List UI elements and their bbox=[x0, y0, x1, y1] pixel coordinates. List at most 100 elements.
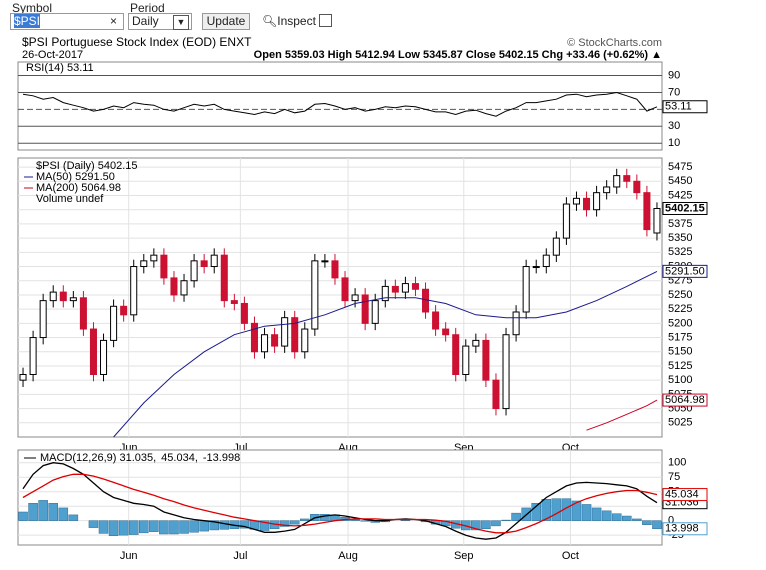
candle-body bbox=[633, 180, 641, 194]
candle-body bbox=[542, 254, 550, 268]
candle-body bbox=[140, 260, 148, 268]
histogram-bar bbox=[279, 520, 290, 527]
legend-entry: MA(50) 5291.50 bbox=[36, 171, 115, 183]
candle-body bbox=[130, 266, 138, 316]
candle-body bbox=[59, 291, 67, 302]
histogram-bar bbox=[159, 520, 169, 535]
x-tick-label: Jul bbox=[233, 550, 247, 562]
candle-body bbox=[281, 317, 289, 347]
candle-body bbox=[653, 207, 661, 234]
panel bbox=[17, 157, 663, 438]
histogram-bar bbox=[632, 518, 642, 521]
y-tick-label: 10 bbox=[668, 137, 680, 149]
candle-body bbox=[422, 288, 430, 313]
y-tick-label: 70 bbox=[668, 86, 680, 98]
x-tick-label: Sep bbox=[454, 550, 474, 562]
last-value-label: 13.998 bbox=[665, 523, 699, 535]
candle-body bbox=[291, 317, 299, 353]
candle-body bbox=[432, 311, 440, 330]
period-select[interactable]: Daily ▼ bbox=[128, 13, 192, 30]
histogram-bar bbox=[622, 515, 632, 521]
legend-entry: MA(200) 5064.98 bbox=[36, 182, 121, 194]
select-arrow: ▼ bbox=[173, 15, 189, 30]
candle-body bbox=[442, 328, 450, 336]
legend-entry: MACD(12,26,9) 31.035, bbox=[40, 452, 156, 464]
histogram-bar bbox=[400, 519, 411, 521]
candle-body bbox=[180, 280, 188, 296]
x-tick-label: Oct bbox=[562, 550, 579, 562]
histogram-bar bbox=[481, 520, 491, 530]
candle-body bbox=[250, 322, 258, 353]
inspect-label: Inspect bbox=[277, 14, 316, 28]
inspect-checkbox[interactable] bbox=[318, 14, 332, 27]
last-value-box bbox=[662, 393, 708, 407]
candle-body bbox=[552, 237, 560, 256]
candle-body bbox=[79, 297, 87, 330]
candle-body bbox=[230, 300, 238, 304]
histogram-bar bbox=[239, 520, 250, 529]
candle-body bbox=[411, 283, 419, 290]
histogram-bar bbox=[98, 520, 109, 534]
candle-body bbox=[522, 266, 530, 313]
histogram-bar bbox=[179, 520, 189, 534]
histogram-bar bbox=[128, 520, 139, 535]
candle-body bbox=[69, 297, 77, 302]
candle-body bbox=[150, 254, 158, 262]
candle-body bbox=[452, 334, 460, 375]
candle-body bbox=[351, 294, 359, 302]
histogram-bar bbox=[48, 503, 58, 521]
clear-button[interactable]: × bbox=[109, 14, 117, 28]
candle-body bbox=[271, 334, 279, 347]
last-value-label: 53.11 bbox=[665, 101, 692, 113]
legend-entry: 45.034, bbox=[161, 452, 198, 464]
symbol-input[interactable]: $PSI × bbox=[10, 13, 124, 30]
symbol-text: $PSI bbox=[14, 14, 41, 28]
legend-entry: -13.998 bbox=[203, 452, 240, 464]
y-tick-label: 5150 bbox=[668, 346, 692, 358]
histogram-bar bbox=[28, 503, 38, 521]
last-value-box bbox=[662, 264, 708, 278]
y-tick-label: 0 bbox=[668, 515, 674, 527]
histogram-bar bbox=[511, 512, 521, 521]
candle-body bbox=[562, 203, 570, 239]
candle-body bbox=[210, 254, 218, 268]
update-button[interactable]: Update bbox=[202, 13, 250, 30]
candle-body bbox=[220, 254, 228, 302]
candle-body bbox=[613, 175, 621, 188]
histogram-bar bbox=[561, 498, 572, 521]
candle-body bbox=[19, 373, 27, 381]
y-tick-label: 5175 bbox=[668, 331, 692, 343]
histogram-bar bbox=[259, 520, 270, 531]
histogram-bar bbox=[209, 520, 219, 531]
y-tick-label: 5025 bbox=[668, 417, 692, 429]
candle-body bbox=[89, 328, 97, 375]
candle-body bbox=[100, 339, 108, 375]
inspect[interactable]: 🔍︎Inspect bbox=[262, 13, 332, 30]
histogram-bar bbox=[491, 520, 501, 527]
histogram-bar bbox=[58, 507, 69, 521]
quote: Open 5359.03 High 5412.94 Low 5345.87 Cl… bbox=[254, 49, 662, 61]
candle-body bbox=[502, 334, 510, 410]
candle-body bbox=[583, 197, 591, 211]
candle-body bbox=[623, 175, 631, 182]
histogram-bar bbox=[199, 520, 209, 532]
y-tick-label: 5100 bbox=[668, 374, 692, 386]
last-value-label: 45.034 bbox=[665, 488, 699, 500]
toolbar: Symbol $PSI × Period Daily ▼ Update 🔍︎Insp… bbox=[0, 0, 766, 34]
y-tick-label: 5225 bbox=[668, 303, 692, 315]
macd-line bbox=[22, 473, 658, 534]
histogram-bar bbox=[300, 518, 310, 521]
candle-body bbox=[160, 254, 168, 279]
candle-body bbox=[190, 260, 198, 282]
candle-body bbox=[603, 186, 611, 194]
y-tick-label: 5325 bbox=[668, 246, 692, 258]
candle-body bbox=[200, 260, 208, 268]
last-value-box bbox=[662, 488, 708, 502]
histogram-bar bbox=[320, 514, 330, 521]
y-tick-label: 100 bbox=[668, 457, 686, 469]
candle-body bbox=[643, 192, 651, 231]
candle-body bbox=[170, 277, 178, 296]
period-label: Period bbox=[130, 1, 165, 15]
histogram-bar bbox=[360, 520, 370, 522]
chart-title: $PSI Portuguese Stock Index (EOD) ENXT bbox=[22, 35, 252, 49]
